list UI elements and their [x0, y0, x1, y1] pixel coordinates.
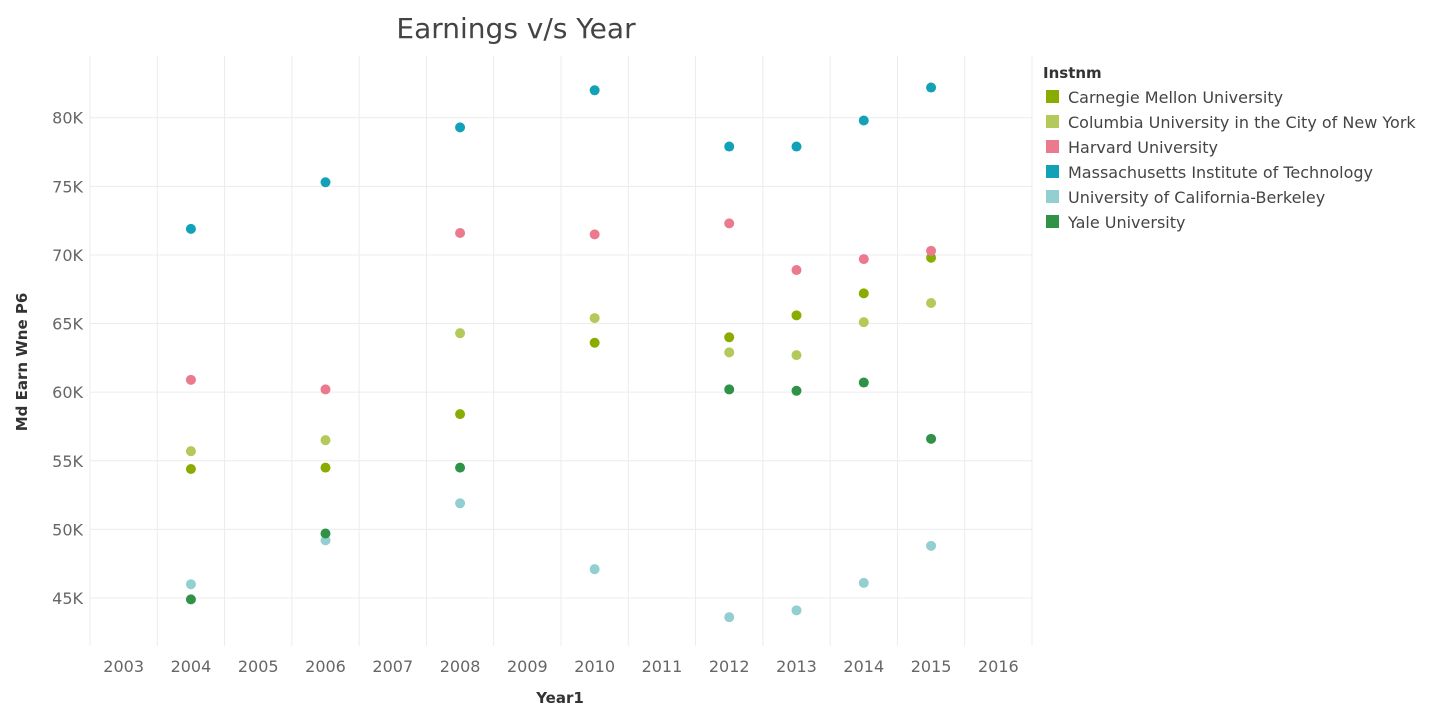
x-tick-label: 2007: [372, 657, 413, 676]
data-point[interactable]: [320, 535, 331, 546]
series-group: [185, 498, 937, 623]
data-point[interactable]: [926, 433, 937, 444]
data-point[interactable]: [185, 446, 196, 457]
data-point[interactable]: [185, 464, 196, 474]
data-point[interactable]: [455, 228, 466, 238]
data-point[interactable]: [858, 288, 869, 299]
legend-title: Instnm: [1043, 64, 1102, 82]
data-point[interactable]: [320, 177, 331, 188]
data-point[interactable]: [455, 328, 466, 339]
data-point[interactable]: [589, 313, 600, 324]
legend-item-label: University of California-Berkeley: [1068, 188, 1325, 207]
data-point[interactable]: [589, 85, 600, 96]
legend-item-label: Carnegie Mellon University: [1068, 88, 1283, 107]
y-tick-label: 65K: [52, 315, 83, 334]
data-point[interactable]: [185, 594, 196, 605]
data-point[interactable]: [791, 350, 802, 361]
data-point[interactable]: [858, 254, 869, 265]
x-axis-title: Year1: [535, 689, 584, 707]
data-point[interactable]: [858, 577, 869, 588]
data-point[interactable]: [185, 579, 196, 590]
data-point[interactable]: [724, 612, 735, 623]
legend-swatch: [1046, 190, 1059, 203]
data-point[interactable]: [926, 82, 937, 93]
data-point[interactable]: [320, 435, 331, 446]
data-point[interactable]: [455, 498, 466, 509]
x-tick-label: 2014: [843, 657, 884, 676]
y-tick-label: 55K: [52, 452, 83, 471]
x-tick-label: 2010: [574, 657, 615, 676]
x-tick-label: 2013: [776, 657, 817, 676]
data-point[interactable]: [320, 462, 331, 473]
data-point[interactable]: [791, 385, 802, 396]
legend-item-label: Yale University: [1067, 213, 1185, 232]
y-axis-title: Md Earn Wne P6: [13, 293, 31, 432]
x-tick-label: 2004: [171, 657, 212, 676]
legend: Instnm Carnegie Mellon University Columbi…: [1043, 64, 1416, 232]
data-point[interactable]: [926, 245, 937, 256]
x-tick-label: 2015: [911, 657, 952, 676]
data-point[interactable]: [791, 265, 802, 276]
legend-swatch: [1046, 115, 1059, 128]
data-point[interactable]: [791, 141, 802, 152]
data-point[interactable]: [589, 564, 600, 575]
legend-item-label: Massachusetts Institute of Technology: [1068, 163, 1373, 182]
legend-swatch: [1046, 165, 1059, 178]
x-tick-label: 2011: [642, 657, 683, 676]
data-point[interactable]: [724, 347, 735, 358]
x-tick-label: 2016: [978, 657, 1019, 676]
legend-item-label: Columbia University in the City of New Y…: [1068, 113, 1416, 132]
chart-title: Earnings v/s Year: [396, 12, 636, 45]
data-point[interactable]: [455, 462, 466, 473]
y-tick-label: 75K: [52, 177, 83, 196]
x-tick-label: 2006: [305, 657, 346, 676]
data-point[interactable]: [589, 337, 600, 348]
y-tick-label: 45K: [52, 589, 83, 608]
data-point[interactable]: [455, 409, 466, 420]
data-points: [185, 82, 937, 623]
x-tick-label: 2012: [709, 657, 750, 676]
data-point[interactable]: [724, 332, 735, 343]
legend-swatch: [1046, 140, 1059, 153]
y-axis-tick-labels: 45K 50K 55K 60K 65K 70K 75K 80K: [52, 109, 83, 608]
x-tick-label: 2008: [440, 657, 481, 676]
x-tick-label: 2003: [103, 657, 144, 676]
data-point[interactable]: [455, 122, 466, 133]
data-point[interactable]: [791, 605, 802, 616]
data-point[interactable]: [858, 115, 869, 126]
series-group: [185, 297, 937, 457]
series-group: [185, 218, 937, 395]
data-point[interactable]: [185, 374, 196, 385]
data-point[interactable]: [926, 540, 937, 551]
x-tick-label: 2005: [238, 657, 279, 676]
legend-item-label: Harvard University: [1068, 138, 1218, 157]
data-point[interactable]: [858, 317, 869, 328]
data-point[interactable]: [724, 218, 735, 229]
series-group: [185, 377, 937, 605]
x-axis-tick-labels: 2003 2004 2005 2006 2007 2008 2009 2010 2011 2012…: [103, 657, 1018, 676]
grid: [89, 56, 1033, 646]
data-point[interactable]: [791, 310, 802, 321]
data-point[interactable]: [926, 297, 937, 308]
data-point[interactable]: [724, 384, 735, 395]
legend-swatch: [1046, 90, 1059, 103]
y-tick-label: 70K: [52, 246, 83, 265]
x-tick-label: 2009: [507, 657, 548, 676]
y-tick-label: 80K: [52, 109, 83, 128]
data-point[interactable]: [926, 252, 937, 263]
series-group: [185, 252, 937, 474]
y-tick-label: 50K: [52, 520, 83, 539]
legend-swatch: [1046, 215, 1059, 228]
data-point[interactable]: [724, 141, 735, 152]
data-point[interactable]: [185, 223, 196, 234]
data-point[interactable]: [320, 384, 331, 395]
series-group: [185, 82, 937, 234]
y-tick-label: 60K: [52, 383, 83, 402]
data-point[interactable]: [320, 528, 331, 539]
data-point[interactable]: [589, 229, 600, 240]
data-point[interactable]: [858, 377, 869, 388]
